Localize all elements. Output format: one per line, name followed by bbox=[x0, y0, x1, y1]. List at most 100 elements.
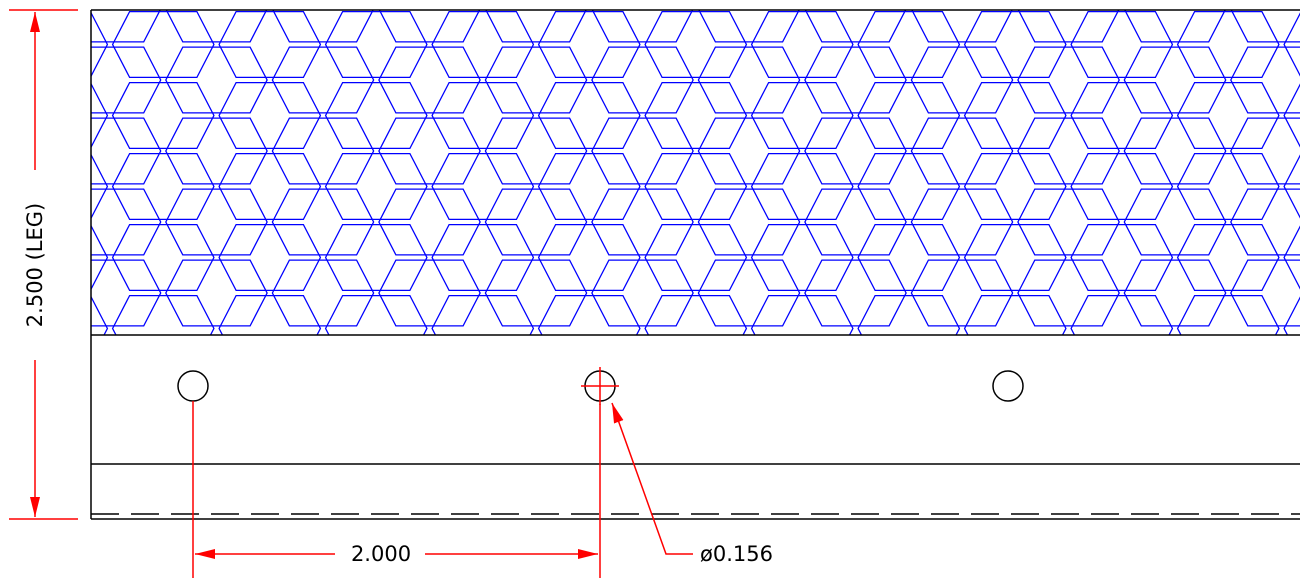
mesh-cell bbox=[750, 223, 854, 292]
mesh-cell bbox=[165, 259, 268, 327]
part-outline bbox=[90, 9, 1300, 520]
mesh-cell bbox=[1017, 117, 1120, 185]
mesh-cell bbox=[271, 259, 375, 327]
mesh-cell bbox=[537, 294, 641, 335]
mesh-cell bbox=[431, 223, 535, 292]
mesh-cell bbox=[1283, 12, 1300, 77]
mesh-cell bbox=[165, 46, 268, 114]
mesh-cell bbox=[484, 188, 588, 256]
mesh-cell bbox=[218, 152, 322, 221]
mesh-cell bbox=[378, 117, 481, 185]
mesh-cell bbox=[91, 82, 109, 149]
leg-height-dimension-label: 2.500 (LEG) bbox=[23, 203, 47, 327]
mesh-cell bbox=[0, 296, 1, 362]
mesh-cell bbox=[644, 294, 748, 335]
mesh-cell bbox=[378, 10, 481, 43]
mesh-cell bbox=[911, 10, 1013, 43]
mesh-cell bbox=[963, 223, 1067, 292]
mesh-cell bbox=[431, 10, 535, 79]
mesh-cell bbox=[1070, 81, 1174, 150]
mesh-cell bbox=[963, 10, 1067, 79]
mesh-cell bbox=[910, 259, 1014, 327]
mesh-cell bbox=[0, 12, 1, 78]
mesh-cell bbox=[0, 225, 1, 291]
mesh-cell bbox=[1176, 152, 1280, 221]
mesh-cell bbox=[218, 10, 322, 79]
mesh-cell bbox=[1283, 83, 1300, 148]
mesh-cell bbox=[91, 224, 109, 291]
mesh-cell bbox=[910, 188, 1014, 256]
mesh-cell bbox=[1283, 225, 1300, 290]
diameter-leader bbox=[611, 402, 693, 555]
mesh-cell bbox=[0, 0, 54, 42]
mesh-cell bbox=[0, 154, 1, 220]
mesh-cell bbox=[1230, 188, 1300, 256]
mesh-cell bbox=[804, 188, 907, 256]
mesh-cell bbox=[272, 10, 374, 43]
mesh-cell bbox=[324, 81, 428, 150]
mesh-cell bbox=[271, 46, 375, 114]
mesh-cell bbox=[697, 117, 801, 185]
mesh-cell bbox=[857, 81, 961, 150]
mesh-cell bbox=[698, 10, 800, 43]
mesh-cell bbox=[91, 259, 162, 327]
mesh-cell bbox=[857, 10, 961, 79]
mesh-cell bbox=[91, 295, 109, 335]
mesh-cell bbox=[1070, 152, 1174, 221]
mesh-cell bbox=[857, 223, 961, 292]
mesh-cell bbox=[591, 10, 694, 43]
mesh-cell bbox=[644, 81, 748, 150]
mesh-cell bbox=[644, 152, 748, 221]
mesh-cell bbox=[1283, 296, 1300, 335]
mesh-cell bbox=[111, 223, 215, 292]
mesh-cell bbox=[591, 259, 694, 327]
mesh-cell bbox=[484, 117, 588, 185]
mesh-cell bbox=[91, 46, 162, 114]
mesh-cell bbox=[271, 117, 375, 185]
mesh-cell bbox=[324, 10, 428, 79]
mesh-cell bbox=[1230, 46, 1300, 114]
hole-spacing-dimension-label: 2.000 bbox=[351, 542, 411, 566]
mesh-cell bbox=[431, 294, 535, 335]
mesh-cell bbox=[750, 10, 854, 79]
mesh-cell bbox=[804, 259, 907, 327]
mesh-cell bbox=[1017, 259, 1120, 327]
mesh-cell bbox=[324, 294, 428, 335]
mesh-cell bbox=[963, 81, 1067, 150]
mesh-cell bbox=[324, 223, 428, 292]
expanded-metal-mesh bbox=[0, 0, 1300, 362]
mesh-cell bbox=[165, 188, 268, 256]
dimensions bbox=[9, 9, 693, 578]
mesh-cell bbox=[111, 81, 215, 150]
mesh-cell bbox=[431, 81, 535, 150]
mesh-cell bbox=[537, 81, 641, 150]
mesh-cell bbox=[218, 223, 322, 292]
mesh-cell bbox=[1123, 117, 1227, 185]
mesh-cell bbox=[0, 83, 1, 149]
mesh-cell bbox=[1176, 294, 1280, 335]
mesh-cell bbox=[1283, 154, 1300, 219]
mesh-cell bbox=[1176, 10, 1280, 79]
mesh-cell bbox=[324, 152, 428, 221]
mesh-cell bbox=[697, 46, 801, 114]
mesh-cell bbox=[378, 259, 481, 327]
mesh-cell bbox=[963, 152, 1067, 221]
mesh-cell bbox=[857, 152, 961, 221]
mesh-cell bbox=[1017, 46, 1120, 114]
mesh-cell bbox=[1123, 46, 1227, 114]
mesh-cell bbox=[804, 46, 907, 114]
mesh-cell bbox=[1176, 223, 1280, 292]
mesh-cell bbox=[697, 188, 801, 256]
mesh-cell bbox=[218, 81, 322, 150]
mesh-cell bbox=[165, 117, 268, 185]
mesh-cell bbox=[804, 117, 907, 185]
mesh-cell bbox=[1070, 223, 1174, 292]
mesh-cell bbox=[1070, 10, 1174, 79]
mesh-cell bbox=[644, 223, 748, 292]
mesh-cell bbox=[537, 223, 641, 292]
mesh-cell bbox=[1017, 188, 1120, 256]
mesh-cell bbox=[0, 118, 54, 184]
mesh-cell bbox=[111, 10, 215, 79]
mesh-cell bbox=[1230, 259, 1300, 327]
mesh-cell bbox=[485, 10, 587, 43]
